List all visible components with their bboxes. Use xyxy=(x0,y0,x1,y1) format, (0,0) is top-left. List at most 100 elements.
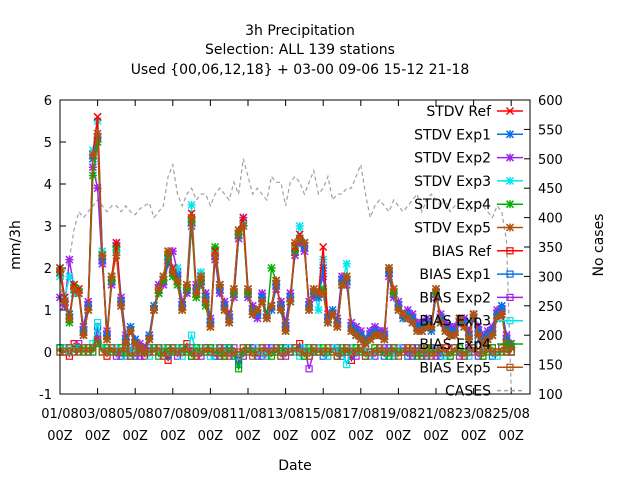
data-point xyxy=(89,344,97,352)
data-point xyxy=(164,356,172,364)
data-point xyxy=(262,314,271,323)
data-point xyxy=(329,344,337,352)
data-point xyxy=(497,301,506,310)
data-point xyxy=(343,348,351,356)
y2-axis-label: No cases xyxy=(591,214,607,277)
x-tick-labels: 01/08 00Z 03/08 00Z 05/08 00Z 07/08 00Z 09/08 00Z… xyxy=(41,407,530,444)
data-point xyxy=(220,348,229,356)
data-point xyxy=(121,339,130,348)
legend-label: BIAS Exp5 xyxy=(419,360,491,376)
data-point xyxy=(267,348,276,356)
y2-tick-label: 250 xyxy=(538,300,563,315)
data-point xyxy=(93,112,102,121)
legend-label: STDV Exp5 xyxy=(414,221,491,237)
data-point xyxy=(239,344,247,352)
data-point xyxy=(323,318,332,327)
data-point xyxy=(258,344,266,352)
data-point xyxy=(399,344,407,352)
data-point xyxy=(65,272,74,281)
legend: STDV Ref STDV Exp1 STDV Exp2 STDV Exp3 STDV … xyxy=(414,104,523,400)
data-point xyxy=(79,331,88,340)
data-point xyxy=(267,344,276,352)
data-point xyxy=(337,280,347,289)
legend-marker xyxy=(506,293,514,301)
series-stdv-exp5 xyxy=(55,129,516,357)
data-point xyxy=(343,361,351,369)
data-point xyxy=(93,335,102,343)
plot-frame xyxy=(59,99,531,395)
data-point xyxy=(507,343,516,352)
data-point xyxy=(446,352,454,360)
x-tick-date: 05/08 xyxy=(116,407,153,422)
data-point xyxy=(173,276,182,285)
data-point xyxy=(70,348,78,356)
legend-entry: STDV Exp5 xyxy=(414,221,523,237)
y2-tick-label: 300 xyxy=(538,270,563,285)
data-point xyxy=(188,352,196,360)
data-point xyxy=(211,352,219,360)
data-point xyxy=(267,263,276,273)
x-tick-date: 21/08 xyxy=(417,407,454,422)
data-point xyxy=(342,272,351,281)
data-point xyxy=(258,297,267,306)
data-point xyxy=(149,305,159,315)
y-tick-label: 3 xyxy=(44,220,52,235)
data-point xyxy=(61,344,69,352)
legend-marker xyxy=(506,340,514,348)
x-tick-date: 17/08 xyxy=(342,407,379,422)
data-point xyxy=(464,335,473,344)
data-point xyxy=(206,348,214,356)
data-point xyxy=(206,322,215,331)
x-tick-date: 03/08 xyxy=(79,407,116,422)
data-point xyxy=(154,284,163,294)
legend-label: STDV Exp1 xyxy=(414,127,491,143)
data-point xyxy=(258,348,266,356)
data-point xyxy=(450,331,459,340)
data-point xyxy=(84,344,92,352)
legend-label: STDV Exp4 xyxy=(414,197,491,213)
data-point xyxy=(239,213,248,222)
y2-tick-label: 550 xyxy=(538,123,563,138)
x-axis-label: Date xyxy=(278,458,311,474)
data-point xyxy=(282,352,290,360)
data-point xyxy=(408,348,417,356)
data-point xyxy=(324,352,332,360)
x-tick-date: 23/08 xyxy=(455,407,492,422)
data-point xyxy=(385,344,393,352)
data-point xyxy=(296,348,304,356)
data-point xyxy=(502,348,511,356)
data-point xyxy=(112,352,121,360)
data-point xyxy=(455,352,464,360)
data-point xyxy=(211,242,220,252)
data-point xyxy=(488,352,496,360)
data-point xyxy=(211,344,219,352)
data-point xyxy=(93,129,102,138)
data-point xyxy=(187,200,196,210)
data-point xyxy=(319,348,327,356)
data-point xyxy=(366,348,374,356)
legend-marker xyxy=(506,270,514,278)
data-point xyxy=(427,344,435,352)
data-point xyxy=(79,348,88,356)
data-point xyxy=(220,344,229,352)
data-point xyxy=(102,335,112,344)
data-point xyxy=(263,348,271,356)
title-line-2: Selection: ALL 139 stations xyxy=(205,42,395,58)
data-point xyxy=(352,352,360,360)
series-bias-exp5 xyxy=(56,335,515,360)
data-point xyxy=(352,344,360,352)
data-point xyxy=(75,340,83,348)
legend-entry: STDV Exp1 xyxy=(414,127,523,143)
data-point xyxy=(295,234,304,243)
data-point xyxy=(173,348,182,356)
data-point xyxy=(155,344,163,352)
y-tick-label: 6 xyxy=(44,94,52,109)
data-point xyxy=(427,348,435,356)
data-point xyxy=(474,352,482,360)
data-point xyxy=(98,348,106,356)
data-point xyxy=(173,352,182,360)
data-point xyxy=(201,297,210,306)
data-point xyxy=(404,352,412,360)
data-point xyxy=(249,344,257,352)
